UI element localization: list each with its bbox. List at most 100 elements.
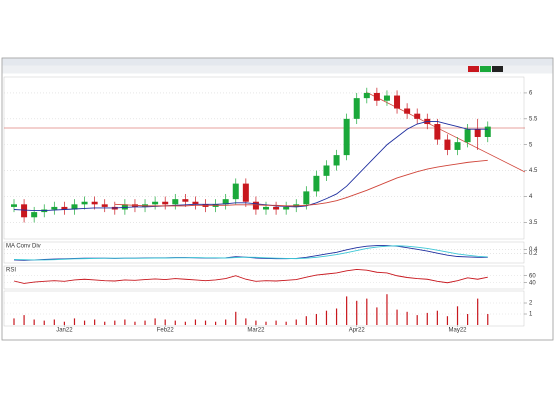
- candle-body: [383, 95, 390, 101]
- panel-frame: [3, 241, 525, 264]
- trend-line: [365, 91, 526, 173]
- x-tick-label: May22: [449, 328, 468, 334]
- bar: [285, 321, 287, 325]
- bar: [346, 296, 348, 325]
- bar: [305, 316, 307, 325]
- bar: [124, 319, 126, 325]
- bar: [13, 318, 15, 325]
- bar: [315, 314, 317, 325]
- candle-body: [313, 175, 320, 192]
- y-tick-label: 5: [529, 142, 533, 148]
- bar: [295, 319, 297, 325]
- bar: [43, 320, 45, 325]
- candle-body: [484, 126, 491, 137]
- y-tick-label: 6: [529, 91, 533, 97]
- candle-body: [474, 129, 481, 137]
- bar: [255, 320, 257, 325]
- bar: [325, 310, 328, 325]
- bar: [83, 320, 86, 325]
- candle-body: [31, 212, 38, 218]
- series-line: [13, 245, 488, 261]
- candle-body: [373, 92, 380, 101]
- bar: [225, 319, 227, 325]
- candle-body: [454, 142, 461, 150]
- candle-body: [51, 206, 58, 210]
- candle-body: [11, 204, 17, 207]
- panel-title: MA Conv Div: [6, 244, 41, 250]
- candle-body: [343, 118, 350, 156]
- candle-body: [101, 204, 108, 207]
- candle-body: [232, 183, 239, 200]
- bar: [376, 307, 378, 325]
- candle-body: [263, 206, 269, 210]
- y-tick-label: 2: [529, 301, 533, 307]
- y-tick-label: 1: [529, 312, 533, 318]
- y-tick-label: 4.5: [529, 168, 538, 174]
- x-tick-label: Apr22: [349, 328, 366, 334]
- bar: [487, 314, 489, 325]
- series-line: [114, 159, 488, 207]
- bar: [154, 318, 156, 325]
- bar: [164, 319, 166, 325]
- candle-body: [273, 206, 280, 210]
- candle-body: [333, 155, 340, 166]
- panel-frame: [3, 265, 525, 290]
- bar: [436, 310, 438, 325]
- candle-body: [152, 201, 159, 205]
- x-tick-label: Jan22: [56, 328, 73, 334]
- bar: [416, 315, 418, 325]
- y-tick-label: 3.5: [529, 220, 538, 226]
- bar: [33, 319, 35, 325]
- toolbar-button[interactable]: [492, 66, 503, 72]
- candle-body: [404, 108, 411, 114]
- bar: [235, 311, 237, 325]
- y-tick-label: 5.5: [529, 116, 538, 122]
- y-tick-label: 0.2: [529, 251, 538, 257]
- toolbar: [2, 58, 553, 66]
- bar: [204, 320, 207, 325]
- bar: [467, 314, 469, 325]
- price-panel: [3, 76, 525, 240]
- candle-body: [464, 129, 471, 143]
- bar: [94, 319, 96, 325]
- toolbar-row: [2, 65, 553, 74]
- x-tick-label: Mar22: [247, 328, 265, 334]
- bar: [406, 311, 408, 325]
- candle-body: [414, 113, 421, 119]
- candle-body: [252, 201, 259, 210]
- candle-body: [222, 199, 229, 205]
- y-tick-label: 60: [529, 273, 536, 279]
- candle-body: [182, 199, 189, 202]
- bar: [477, 298, 479, 325]
- bar: [23, 315, 25, 325]
- toolbar-button[interactable]: [468, 66, 479, 72]
- x-tick-label: Feb22: [157, 328, 175, 334]
- candle-body: [323, 165, 330, 176]
- candle-body: [363, 92, 370, 99]
- bar: [386, 294, 388, 325]
- bar: [104, 321, 106, 325]
- panel-frame: [3, 290, 525, 327]
- candle-body: [303, 191, 310, 205]
- bar: [335, 308, 338, 325]
- bar: [215, 321, 217, 325]
- candle-body: [394, 95, 401, 109]
- bar: [396, 309, 398, 325]
- bar: [356, 300, 358, 325]
- bar: [194, 319, 197, 325]
- candle-body: [21, 204, 28, 218]
- candle-body: [242, 183, 249, 202]
- candle-body: [91, 201, 98, 205]
- candle-body: [444, 139, 451, 150]
- bar: [63, 321, 65, 325]
- bar: [144, 320, 146, 325]
- bar: [114, 320, 116, 325]
- bar: [134, 321, 136, 325]
- bar: [245, 318, 247, 325]
- y-tick-label: 40: [529, 280, 536, 286]
- toolbar-button[interactable]: [480, 66, 491, 72]
- bar: [53, 319, 55, 325]
- candle-body: [81, 201, 88, 205]
